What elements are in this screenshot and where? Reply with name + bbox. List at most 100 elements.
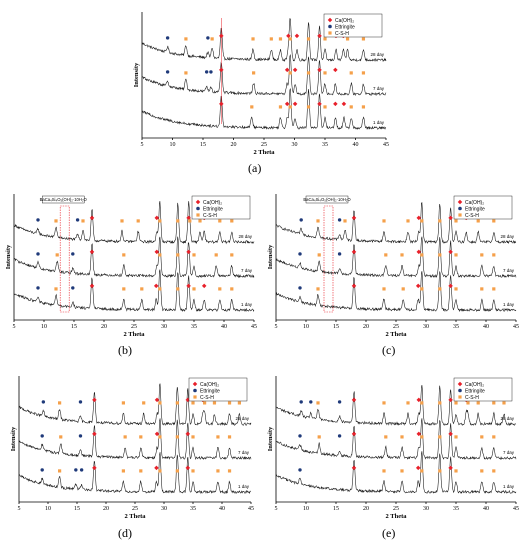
csh-marker bbox=[269, 37, 273, 41]
csh-marker bbox=[203, 401, 207, 405]
x-tick-label: 5 bbox=[18, 506, 21, 512]
csh-marker bbox=[316, 401, 320, 405]
y-axis-label: Intensity bbox=[5, 244, 12, 269]
csh-marker bbox=[288, 105, 292, 109]
caoh2-marker bbox=[92, 465, 97, 471]
caoh2-marker bbox=[351, 215, 357, 221]
x-tick-label: 20 bbox=[103, 506, 109, 512]
x-tick-label: 30 bbox=[161, 506, 167, 512]
annotation-frame bbox=[42, 195, 85, 204]
x-tick-label: 40 bbox=[219, 506, 225, 512]
caoh2-marker bbox=[351, 397, 357, 403]
csh-marker bbox=[323, 37, 327, 41]
xrd-trace bbox=[141, 88, 387, 130]
csh-marker bbox=[492, 435, 496, 439]
legend-entry: Ettringite bbox=[335, 24, 355, 30]
csh-marker bbox=[345, 37, 350, 41]
csh-marker bbox=[123, 435, 127, 439]
ettringite-marker bbox=[309, 400, 313, 404]
csh-marker bbox=[278, 37, 283, 41]
annotation-label: BaCa₄Si₄O₅(OH)₂·10H₂O bbox=[40, 197, 88, 202]
caoh2-marker bbox=[448, 465, 453, 471]
csh-marker bbox=[139, 469, 143, 473]
csh-marker bbox=[191, 469, 195, 473]
x-tick-label: 35 bbox=[453, 324, 459, 330]
csh-marker bbox=[401, 287, 405, 291]
xrd-chart-c: 5 10 15 20 25 30 35 40 45 2 Theta Intensity 28 day 7… bbox=[267, 194, 519, 338]
csh-marker bbox=[158, 287, 162, 291]
caoh2-marker bbox=[154, 215, 160, 221]
x-tick-label: 20 bbox=[101, 324, 107, 330]
caoh2-marker bbox=[201, 283, 207, 289]
x-tick-label: 10 bbox=[303, 324, 309, 330]
x-tick-label: 5 bbox=[13, 324, 16, 330]
legend-ettringite-symbol bbox=[196, 206, 200, 211]
legend-entry: Ca(OH)₂ bbox=[335, 18, 354, 24]
ettringite-marker bbox=[337, 434, 342, 438]
caption-d: (d) bbox=[118, 526, 132, 540]
csh-marker bbox=[384, 435, 388, 439]
csh-marker bbox=[317, 253, 321, 257]
xrd-trace bbox=[13, 201, 255, 245]
caoh2-marker bbox=[185, 465, 191, 471]
x-tick-label: 20 bbox=[231, 142, 237, 148]
csh-marker bbox=[323, 71, 327, 75]
caoh2-marker bbox=[154, 465, 159, 471]
caoh2-marker bbox=[448, 249, 453, 255]
caption-c: (c) bbox=[382, 343, 396, 357]
caoh2-marker bbox=[153, 283, 159, 289]
caoh2-marker bbox=[448, 215, 453, 221]
x-tick-label: 15 bbox=[200, 142, 206, 148]
caoh2-marker bbox=[415, 465, 421, 471]
y-axis-label: Intensity bbox=[10, 426, 17, 451]
csh-marker bbox=[316, 287, 320, 291]
xrd-chart-e: 5 10 15 20 25 30 35 40 45 2 Theta Intensity 28 day 7… bbox=[267, 376, 519, 520]
x-axis-label: 2 Theta bbox=[385, 331, 407, 338]
ettringite-marker bbox=[71, 286, 75, 290]
csh-marker bbox=[420, 287, 424, 291]
csh-marker bbox=[384, 253, 388, 257]
ettringite-marker bbox=[337, 400, 342, 404]
csh-marker bbox=[454, 401, 458, 405]
csh-marker bbox=[191, 401, 195, 405]
csh-marker bbox=[158, 253, 162, 257]
series-label: 1 day bbox=[241, 302, 253, 307]
csh-marker bbox=[438, 401, 442, 405]
caoh2-marker bbox=[448, 283, 453, 289]
csh-marker bbox=[420, 469, 424, 473]
caoh2-marker bbox=[317, 33, 322, 39]
highlight-box bbox=[323, 205, 334, 313]
csh-marker bbox=[317, 435, 321, 439]
csh-marker bbox=[218, 287, 222, 291]
caoh2-marker bbox=[186, 283, 191, 289]
csh-marker bbox=[175, 401, 179, 405]
csh-marker bbox=[349, 71, 353, 75]
csh-marker bbox=[176, 253, 180, 257]
x-tick-label: 25 bbox=[131, 324, 137, 330]
csh-marker bbox=[361, 105, 366, 109]
csh-marker bbox=[454, 287, 458, 291]
caoh2-marker bbox=[186, 215, 191, 221]
xrd-trace bbox=[141, 53, 387, 96]
csh-marker bbox=[288, 71, 292, 75]
x-tick-label: 25 bbox=[393, 506, 399, 512]
csh-marker bbox=[288, 37, 292, 41]
xrd-trace bbox=[275, 201, 517, 244]
x-tick-label: 10 bbox=[41, 324, 47, 330]
legend-entry: C-S-H bbox=[203, 213, 217, 219]
csh-marker bbox=[400, 435, 404, 439]
csh-marker bbox=[361, 37, 366, 41]
csh-marker bbox=[306, 105, 311, 109]
caoh2-marker bbox=[292, 101, 298, 107]
csh-marker bbox=[400, 469, 404, 473]
csh-marker bbox=[58, 401, 62, 405]
series-label: 28 day bbox=[370, 52, 384, 57]
csh-marker bbox=[140, 287, 144, 291]
csh-marker bbox=[198, 219, 202, 223]
caoh2-marker bbox=[92, 397, 97, 403]
legend-entry: Ca(OH)₂ bbox=[203, 200, 222, 206]
caoh2-marker bbox=[416, 431, 422, 437]
ettringite-marker bbox=[36, 252, 40, 256]
series-label: 7 day bbox=[503, 450, 515, 455]
csh-marker bbox=[306, 71, 311, 75]
